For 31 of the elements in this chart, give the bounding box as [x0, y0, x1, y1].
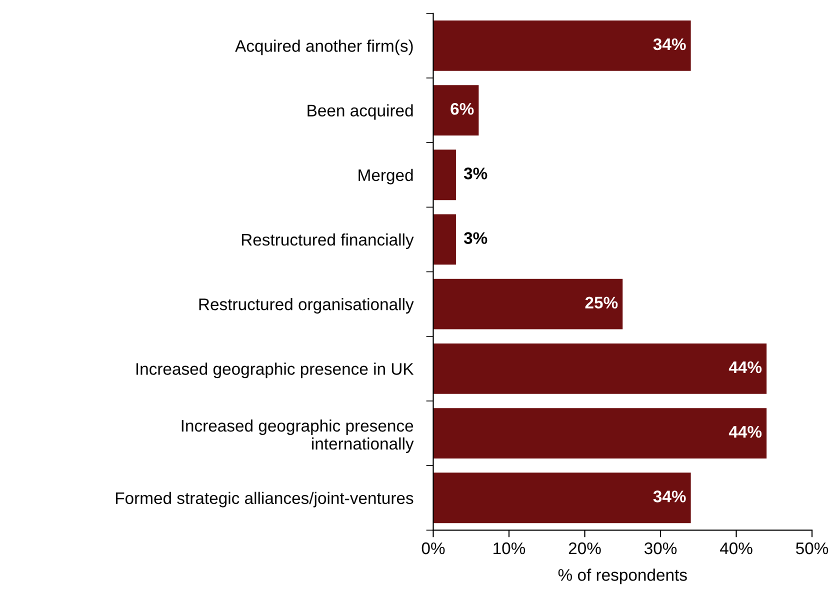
y-tick-label: Formed strategic alliances/joint-ventures — [116, 492, 414, 508]
y-tick-label: Increased geographic presence internationally — [182, 419, 414, 453]
bar — [433, 278, 623, 330]
x-tick-label: 40% — [720, 542, 752, 554]
data-label: 44% — [728, 361, 762, 374]
data-label: 3% — [464, 168, 488, 180]
bar — [433, 20, 691, 71]
x-tick-label: 50% — [796, 542, 828, 554]
bar — [433, 408, 767, 458]
data-label: 44% — [728, 426, 762, 438]
y-tick-label: Been acquired — [308, 104, 413, 120]
y-tick-label: Increased geographic presence in UK — [136, 362, 414, 378]
data-label: 3% — [464, 232, 488, 244]
bar — [433, 85, 479, 136]
data-label: 34% — [653, 38, 686, 50]
x-tick-label: 10% — [494, 542, 526, 554]
bar — [433, 343, 767, 394]
x-tick-label: 30% — [644, 542, 677, 554]
bar — [433, 472, 691, 524]
y-tick-label: Restructured organisationally — [199, 298, 414, 314]
x-tick-label: 20% — [568, 542, 601, 554]
bar — [433, 150, 456, 200]
bar — [433, 214, 456, 265]
data-label: 6% — [450, 102, 474, 115]
x-axis-title: % of respondents — [558, 568, 687, 584]
data-label: 34% — [653, 490, 686, 502]
x-tick-label: 0% — [422, 542, 445, 554]
y-tick-label: Restructured financially — [242, 233, 414, 249]
data-label: 25% — [585, 296, 618, 309]
y-tick-label: Merged — [358, 168, 413, 184]
y-tick-label: Acquired another firm(s) — [235, 40, 413, 56]
